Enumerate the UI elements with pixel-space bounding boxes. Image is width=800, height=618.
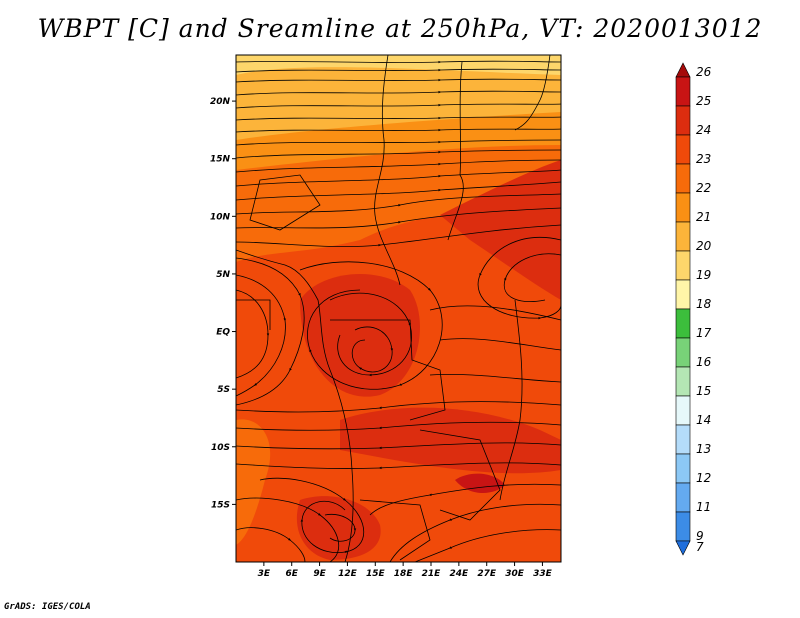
chart-title: WBPT [C] and Sreamline at 250hPa, VT: 20… — [37, 14, 763, 43]
lon-tick-label: 24E — [450, 569, 470, 579]
colorbar-label: 11 — [696, 500, 711, 514]
wbpt-field-25-east — [455, 473, 505, 494]
lat-tick-label: 15N — [210, 155, 231, 165]
colorbar-label: 15 — [696, 384, 711, 398]
colorbar-swatch — [675, 250, 691, 281]
colorbar-label: 20 — [696, 239, 712, 253]
colorbar-label: 7 — [696, 540, 704, 554]
lat-tick-label: 5N — [216, 270, 230, 280]
colorbar-label: 22 — [696, 181, 711, 195]
wbpt-field-22 — [236, 145, 561, 262]
lon-tick-label: 12E — [338, 569, 358, 579]
lat-tick-label: 10S — [211, 443, 230, 453]
lat-tick-label: 5S — [217, 385, 230, 395]
wbpt-field-24-south — [340, 407, 561, 474]
colorbar-swatch — [675, 337, 691, 368]
colorbar-swatch — [675, 453, 691, 484]
colorbar-swatch — [675, 76, 691, 107]
colorbar-swatch — [675, 134, 691, 165]
lat-tick-label: EQ — [216, 328, 230, 338]
colorbar-swatch — [675, 308, 691, 339]
colorbar-label: 19 — [696, 268, 711, 282]
colorbar-swatch — [675, 105, 691, 136]
colorbar-label: 26 — [696, 65, 712, 79]
colorbar-swatch — [675, 395, 691, 426]
lon-tick-label: 30E — [505, 569, 525, 579]
colorbar-swatch — [675, 366, 691, 397]
colorbar-label: 21 — [696, 210, 711, 224]
lon-tick-label: 33E — [533, 569, 553, 579]
lon-tick-label: 15E — [366, 569, 386, 579]
lon-tick-label: 21E — [422, 569, 442, 579]
colorbar-cap-bottom — [675, 540, 691, 556]
lat-tick-label: 20N — [210, 97, 231, 107]
colorbar-label: 16 — [696, 355, 712, 369]
colorbar-swatch — [675, 163, 691, 194]
colorbar-label: 25 — [696, 94, 711, 108]
colorbar-cap-top — [675, 62, 691, 78]
colorbar-label: 12 — [696, 471, 711, 485]
lon-tick-label: 9E — [313, 569, 326, 579]
colorbar-swatch — [675, 482, 691, 513]
colorbar-swatch — [675, 511, 691, 542]
lat-tick-label: 15S — [211, 500, 230, 510]
longitude-axis: 3E 6E 9E 12E 15E 18E 21E 24E 27E 30E 33E — [258, 562, 553, 579]
colorbar-label: 23 — [696, 152, 711, 166]
streamlines — [236, 60, 561, 562]
wbpt-field-22-south — [236, 419, 271, 545]
colorbar-label: 17 — [696, 326, 712, 340]
colorbar-swatch — [675, 279, 691, 310]
colorbar-label: 24 — [696, 123, 711, 137]
latitude-axis: 20N 15N 10N 5N EQ 5S 10S 15S — [210, 97, 236, 510]
grads-credit: GrADS: IGES/COLA — [4, 602, 91, 612]
lon-tick-label: 6E — [286, 569, 299, 579]
colorbar-label: 13 — [696, 442, 711, 456]
map-panel — [236, 55, 561, 562]
lon-tick-label: 27E — [477, 569, 497, 579]
lat-tick-label: 10N — [210, 212, 231, 222]
colorbar-swatch — [675, 221, 691, 252]
colorbar-label: 18 — [696, 297, 712, 311]
lon-tick-label: 18E — [394, 569, 414, 579]
lon-tick-label: 3E — [258, 569, 271, 579]
colorbar-label: 14 — [696, 413, 711, 427]
colorbar-swatch — [675, 192, 691, 223]
colorbar-label: 9 — [696, 529, 704, 543]
colorbar-swatch — [675, 424, 691, 455]
colorbar: 26 25 24 23 22 21 20 19 18 17 16 15 14 13 12 11 97 — [675, 62, 712, 556]
